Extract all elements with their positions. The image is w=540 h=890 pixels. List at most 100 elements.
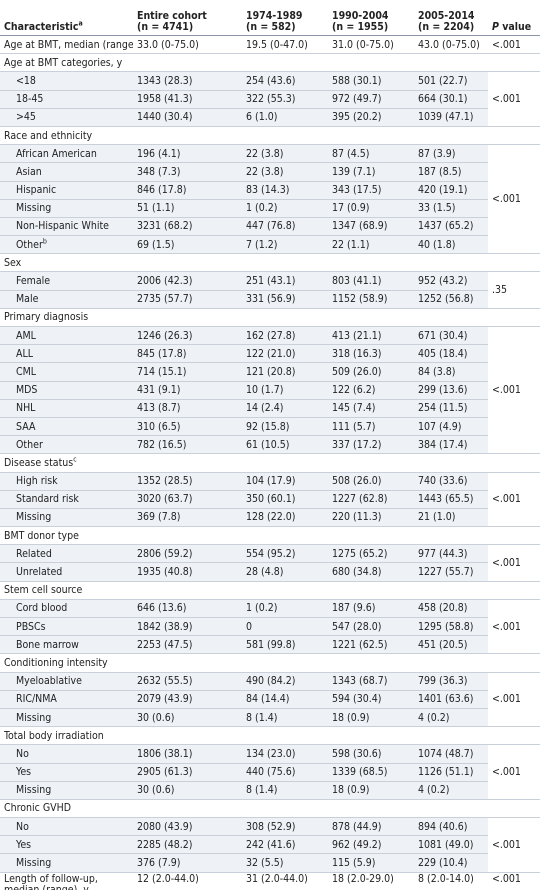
header-cell: 2005-2014 (n = 2204) bbox=[414, 0, 488, 36]
value-cell: 18 (2.0-29.0) bbox=[328, 872, 414, 890]
row-label: NHL bbox=[0, 399, 133, 418]
row-label: Otherb bbox=[0, 235, 133, 255]
row-label-text: Bone marrow bbox=[16, 638, 79, 651]
data-row: Hispanic 846 (17.8) 83 (14.3) 343 (17.5) 420… bbox=[0, 181, 540, 200]
value-cell: 128 (22.0) bbox=[242, 508, 328, 528]
value-cell: 395 (20.2) bbox=[328, 108, 414, 127]
data-row: Missing 376 (7.9) 32 (5.5) 115 (5.9) 229 (10… bbox=[0, 853, 540, 873]
row-label: Missing bbox=[0, 199, 133, 218]
value-cell: 413 (8.7) bbox=[133, 399, 242, 418]
value-cell: 878 (44.9) bbox=[328, 817, 414, 837]
value-cell: 254 (43.6) bbox=[242, 71, 328, 91]
footnote-mark: b bbox=[42, 237, 47, 246]
value-cell: 40 (1.8) bbox=[414, 235, 488, 255]
value-cell: 229 (10.4) bbox=[414, 853, 488, 873]
data-row: Yes 2285 (48.2) 242 (41.6) 962 (49.2) 1081 (… bbox=[0, 835, 540, 855]
value-cell: 646 (13.6) bbox=[133, 599, 242, 619]
p-value: <.001 bbox=[488, 817, 540, 873]
value-cell: 782 (16.5) bbox=[133, 435, 242, 455]
data-row: Non-Hispanic White 3231 (68.2) 447 (76.8) 1… bbox=[0, 217, 540, 237]
value-cell: 220 (11.3) bbox=[328, 508, 414, 528]
data-row: Cord blood 646 (13.6) 1 (0.2) 187 (9.6) 458 … bbox=[0, 599, 540, 655]
data-row: Missing 30 (0.6) 8 (1.4) 18 (0.9) 4 (0.2) bbox=[0, 708, 540, 728]
value-cell: 977 (44.3) bbox=[414, 544, 488, 564]
section-row: Chronic GVHD bbox=[0, 799, 540, 819]
p-value: <.001 bbox=[488, 35, 540, 55]
value-cell: 2285 (48.2) bbox=[133, 835, 242, 855]
value-cell: 61 (10.5) bbox=[242, 435, 328, 455]
data-row: Male 2735 (57.7) 331 (56.9) 1152 (58.9) 1252… bbox=[0, 290, 540, 309]
value-cell: 139 (7.1) bbox=[328, 162, 414, 182]
data-row: Other 782 (16.5) 61 (10.5) 337 (17.2) 384 (1… bbox=[0, 435, 540, 455]
row-label: African American bbox=[0, 144, 133, 164]
footnote-mark: c bbox=[73, 455, 77, 464]
value-cell: 8 (1.4) bbox=[242, 708, 328, 728]
data-row: Yes 2905 (61.3) 440 (75.6) 1339 (68.5) 1126 … bbox=[0, 763, 540, 782]
row-label-text: Myeloablative bbox=[16, 675, 82, 688]
header-row: Characteristica Entire cohort (n = 4741) 19… bbox=[0, 0, 540, 36]
data-row: No 2080 (43.9) 308 (52.9) 878 (44.9) 894 (40… bbox=[0, 817, 540, 873]
value-cell: 3231 (68.2) bbox=[133, 217, 242, 237]
value-cell: 18 (0.9) bbox=[328, 781, 414, 800]
row-label: Unrelated bbox=[0, 562, 133, 582]
value-cell: 972 (49.7) bbox=[328, 90, 414, 109]
value-cell: 51 (1.1) bbox=[133, 199, 242, 218]
value-cell: 1958 (41.3) bbox=[133, 90, 242, 109]
value-cell: 69 (1.5) bbox=[133, 235, 242, 255]
value-cell: 348 (7.3) bbox=[133, 162, 242, 182]
section-title: Chronic GVHD bbox=[0, 799, 540, 819]
value-cell: 1152 (58.9) bbox=[328, 290, 414, 309]
p-value: <.001 bbox=[488, 744, 540, 800]
section-row: Sex bbox=[0, 253, 540, 273]
value-cell: 2080 (43.9) bbox=[133, 817, 242, 837]
value-cell: 1227 (62.8) bbox=[328, 490, 414, 509]
value-cell: 952 (43.2) bbox=[414, 271, 488, 291]
data-row: NHL 413 (8.7) 14 (2.4) 145 (7.4) 254 (11.5) bbox=[0, 399, 540, 418]
row-label: Missing bbox=[0, 508, 133, 528]
value-cell: 451 (20.5) bbox=[414, 635, 488, 655]
value-cell: 440 (75.6) bbox=[242, 763, 328, 782]
value-cell: 1343 (28.3) bbox=[133, 71, 242, 91]
row-label-text: High risk bbox=[16, 475, 58, 488]
section-title: Disease statusc bbox=[0, 453, 540, 473]
value-cell: 6 (1.0) bbox=[242, 108, 328, 127]
p-value: <.001 bbox=[488, 472, 540, 528]
data-row: Otherb 69 (1.5) 7 (1.2) 22 (1.1) 40 (1.8) bbox=[0, 235, 540, 255]
value-cell: 1126 (51.1) bbox=[414, 763, 488, 782]
row-label: Other bbox=[0, 435, 133, 455]
p-value: <.001 bbox=[488, 144, 540, 255]
value-cell: 2806 (59.2) bbox=[133, 544, 242, 564]
value-cell: 740 (33.6) bbox=[414, 472, 488, 491]
value-cell: 22 (3.8) bbox=[242, 144, 328, 164]
value-cell: 22 (3.8) bbox=[242, 162, 328, 182]
data-row: 18-45 1958 (41.3) 322 (55.3) 972 (49.7) 664 … bbox=[0, 90, 540, 109]
value-cell: 19.5 (0-47.0) bbox=[242, 35, 328, 55]
value-cell: 554 (95.2) bbox=[242, 544, 328, 564]
section-title: BMT donor type bbox=[0, 526, 540, 546]
value-cell: 490 (84.2) bbox=[242, 672, 328, 691]
row-label: 18-45 bbox=[0, 90, 133, 109]
row-label-text: Asian bbox=[16, 165, 42, 178]
value-cell: 145 (7.4) bbox=[328, 399, 414, 418]
value-cell: 420 (19.1) bbox=[414, 181, 488, 200]
value-cell: 2006 (42.3) bbox=[133, 271, 242, 291]
row-label: >45 bbox=[0, 108, 133, 127]
value-cell: 21 (1.0) bbox=[414, 508, 488, 528]
column-name: 1974-1989 bbox=[246, 10, 303, 22]
data-row: >45 1440 (30.4) 6 (1.0) 395 (20.2) 1039 (47.… bbox=[0, 108, 540, 127]
value-cell: 3020 (63.7) bbox=[133, 490, 242, 509]
value-cell: 187 (9.6) bbox=[328, 599, 414, 619]
row-label-text: No bbox=[16, 747, 29, 760]
data-row: RIC/NMA 2079 (43.9) 84 (14.4) 594 (30.4) 140… bbox=[0, 690, 540, 709]
data-row: Age at BMT, median (range), y33.0 (0-75.… bbox=[0, 35, 540, 55]
row-label: Hispanic bbox=[0, 181, 133, 200]
data-row: Missing 51 (1.1) 1 (0.2) 17 (0.9) 33 (1.5) bbox=[0, 199, 540, 218]
value-cell: 12 (2.0-44.0) bbox=[133, 872, 242, 890]
value-cell: 331 (56.9) bbox=[242, 290, 328, 309]
section-row: Disease statusc bbox=[0, 453, 540, 473]
value-cell: 310 (6.5) bbox=[133, 417, 242, 437]
value-cell: 1343 (68.7) bbox=[328, 672, 414, 691]
row-label-text: Related bbox=[16, 547, 52, 560]
p-value: <.001 bbox=[488, 672, 540, 728]
value-cell: 104 (17.9) bbox=[242, 472, 328, 491]
